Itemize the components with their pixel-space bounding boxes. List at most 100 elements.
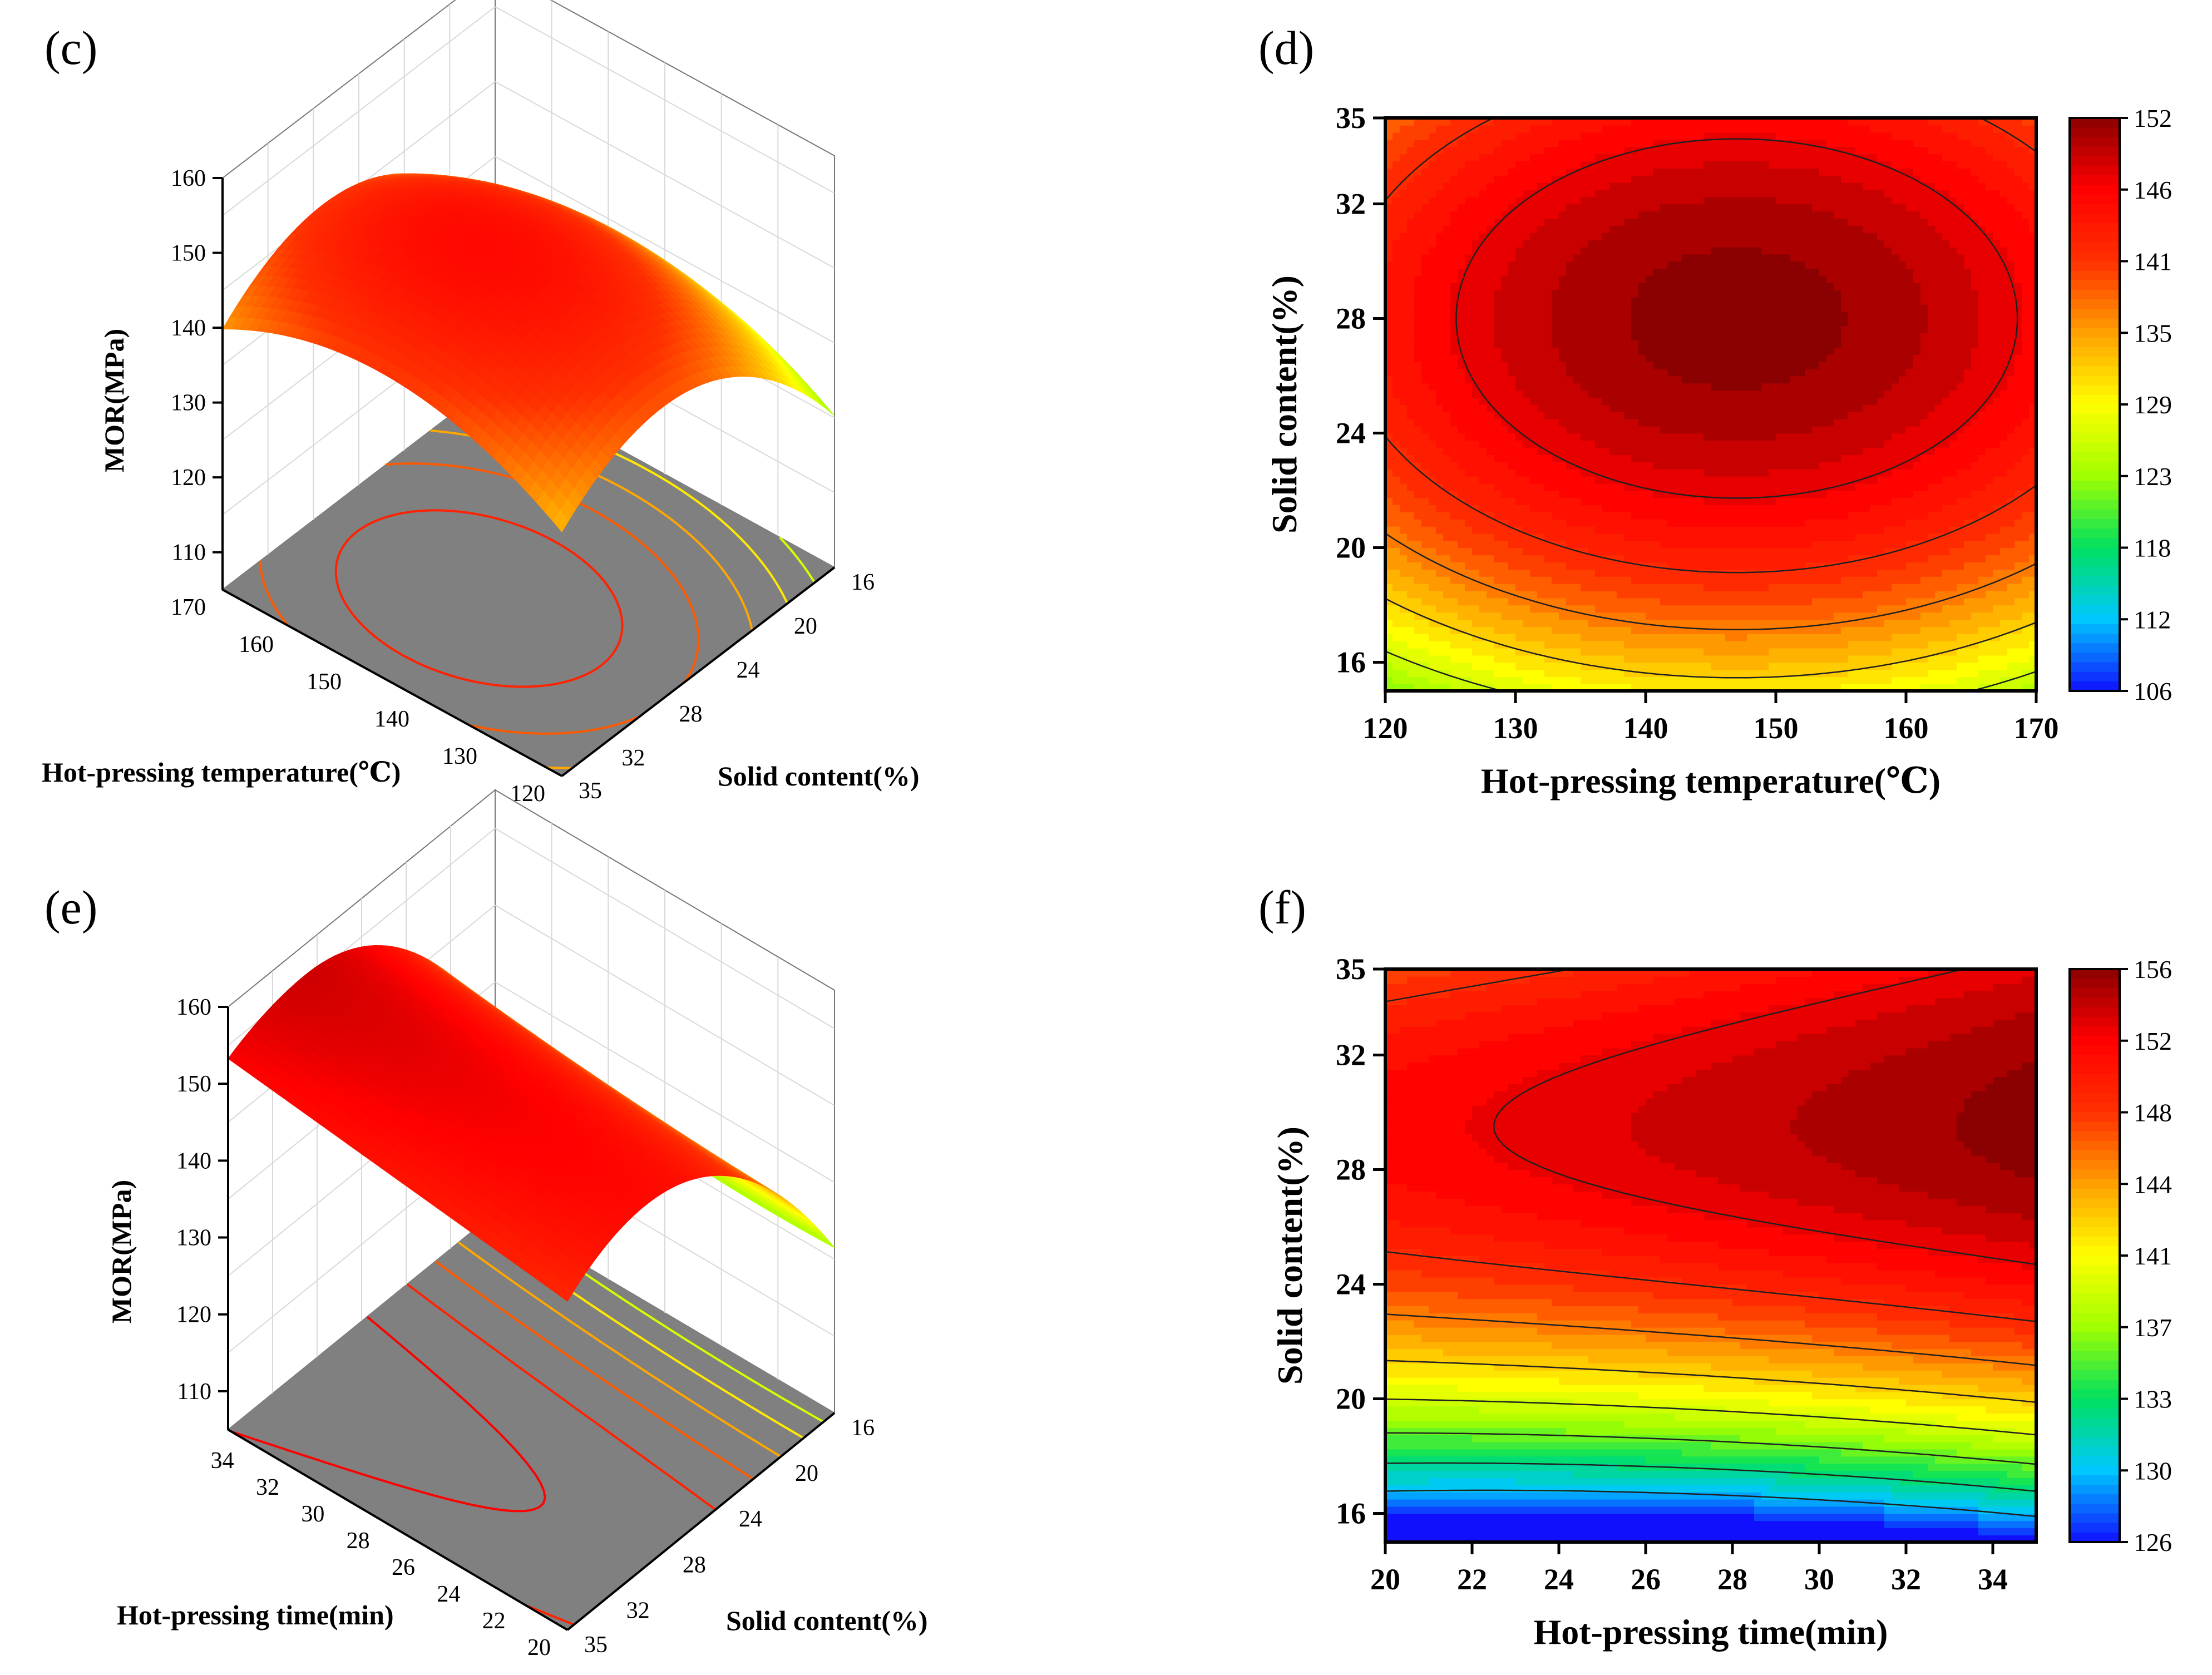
contour-cell xyxy=(1421,118,1429,126)
contour-cell xyxy=(1458,211,1465,219)
contour-cell xyxy=(1544,168,1552,176)
contour-cell xyxy=(1675,340,1682,348)
contour-cell xyxy=(1530,204,1538,212)
contour-cell xyxy=(1436,268,1444,276)
contour-cell xyxy=(1421,462,1429,470)
contour-cell xyxy=(1624,655,1632,663)
contour-cell xyxy=(1400,454,1408,462)
contour-cell xyxy=(1631,583,1639,591)
contour-cell xyxy=(1552,368,1559,377)
contour-cell xyxy=(1667,640,1675,649)
contour-cell xyxy=(1660,476,1668,484)
contour-cell xyxy=(1515,189,1523,197)
contour-cell xyxy=(1581,333,1588,340)
contour-cell xyxy=(1646,555,1653,563)
contour-cell xyxy=(1436,383,1444,391)
contour-cell xyxy=(1429,204,1436,212)
contour-cell xyxy=(1436,640,1444,649)
contour-cell xyxy=(1501,361,1509,369)
contour-cell xyxy=(1523,684,1530,691)
contour-cell xyxy=(1487,311,1494,319)
contour-cell xyxy=(1653,225,1661,233)
contour-cell xyxy=(1407,254,1415,262)
contour-cell xyxy=(1479,297,1487,305)
contour-cell xyxy=(1682,555,1690,563)
contour-cell xyxy=(1638,583,1646,591)
contour-cell xyxy=(1552,669,1559,678)
contour-cell xyxy=(1393,168,1400,176)
contour-cell xyxy=(1667,634,1675,641)
contour-cell xyxy=(1631,154,1639,162)
contour-cell xyxy=(1414,519,1422,527)
c-floor-contour xyxy=(223,381,835,776)
contour-cell xyxy=(1595,139,1603,147)
contour-cell xyxy=(1515,562,1523,570)
contour-cell xyxy=(1617,505,1625,512)
contour-cell xyxy=(1653,239,1661,248)
contour-cell xyxy=(1429,612,1436,620)
contour-cell xyxy=(1544,189,1552,197)
contour-cell xyxy=(1667,168,1675,176)
contour-cell xyxy=(1429,648,1436,656)
contour-cell xyxy=(1479,397,1487,405)
contour-cell xyxy=(1573,454,1581,462)
panel-label-d: (d) xyxy=(1258,21,1314,75)
contour-cell xyxy=(1566,297,1574,305)
contour-cell xyxy=(1465,562,1473,570)
contour-cell xyxy=(1660,669,1668,678)
contour-cell xyxy=(1494,590,1502,599)
contour-cell xyxy=(1465,426,1473,434)
contour-cell xyxy=(1450,239,1458,248)
contour-cell xyxy=(1595,118,1603,126)
contour-cell xyxy=(1508,634,1516,641)
contour-cell xyxy=(1479,304,1487,312)
contour-cell xyxy=(1523,268,1530,276)
contour-cell xyxy=(1508,648,1516,656)
contour-cell xyxy=(1508,146,1516,155)
contour-cell xyxy=(1588,347,1596,355)
contour-cell xyxy=(1653,634,1661,641)
contour-cell xyxy=(1523,512,1530,520)
contour-cell xyxy=(1436,447,1444,455)
contour-cell xyxy=(1573,333,1581,340)
contour-cell xyxy=(1530,375,1538,384)
contour-cell xyxy=(1653,375,1661,384)
contour-cell xyxy=(1617,204,1625,212)
contour-cell xyxy=(1675,648,1682,656)
contour-cell xyxy=(1544,333,1552,340)
contour-cell xyxy=(1429,218,1436,226)
contour-cell xyxy=(1515,404,1523,412)
contour-cell xyxy=(1458,547,1465,556)
contour-cell xyxy=(1429,132,1436,140)
contour-cell xyxy=(1436,634,1444,641)
contour-cell xyxy=(1566,189,1574,197)
contour-cell xyxy=(1487,283,1494,290)
contour-cell xyxy=(1508,304,1516,312)
contour-cell xyxy=(1407,418,1415,427)
contour-cell xyxy=(1675,519,1682,527)
contour-cell xyxy=(1407,218,1415,226)
contour-cell xyxy=(1537,626,1545,634)
contour-cell xyxy=(1638,354,1646,362)
contour-cell xyxy=(1465,462,1473,470)
contour-cell xyxy=(1660,684,1668,691)
contour-cell xyxy=(1609,590,1617,599)
contour-cell xyxy=(1559,354,1567,362)
contour-cell xyxy=(1552,261,1559,269)
contour-cell xyxy=(1653,662,1661,670)
contour-cell xyxy=(1414,505,1422,512)
contour-cell xyxy=(1407,361,1415,369)
contour-cell xyxy=(1479,590,1487,599)
contour-cell xyxy=(1523,547,1530,556)
z-tick-label: 110 xyxy=(172,540,206,566)
contour-cell xyxy=(1393,375,1400,384)
contour-cell xyxy=(1675,526,1682,534)
contour-cell xyxy=(1458,655,1465,663)
contour-cell xyxy=(1544,597,1552,606)
contour-cell xyxy=(1552,225,1559,233)
contour-cell xyxy=(1617,512,1625,520)
contour-cell xyxy=(1472,347,1480,355)
contour-cell xyxy=(1523,634,1530,641)
contour-cell xyxy=(1624,340,1632,348)
contour-cell xyxy=(1414,325,1422,334)
